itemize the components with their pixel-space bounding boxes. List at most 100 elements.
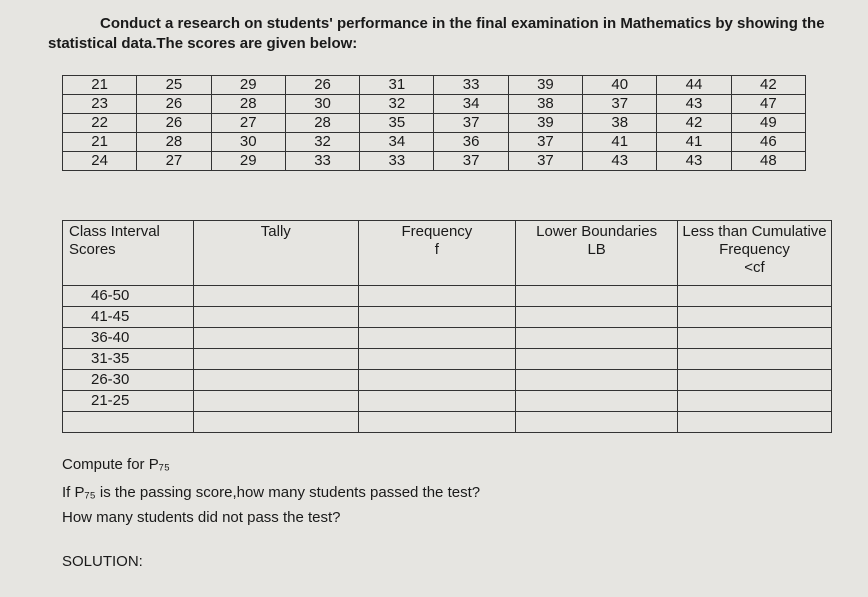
title: Conduct a research on students' performa…	[48, 15, 825, 52]
score-cell: 33	[284, 151, 361, 171]
score-cell: 25	[136, 75, 212, 95]
score-cell: 33	[433, 75, 509, 95]
score-cell: 32	[284, 132, 361, 152]
score-cell: 22	[61, 113, 138, 133]
score-cell: 24	[61, 151, 138, 171]
empty-cell	[193, 285, 359, 307]
interval-row: 46-50	[61, 285, 832, 307]
score-cell: 30	[284, 94, 361, 114]
score-cell: 38	[507, 94, 584, 114]
score-cell: 43	[656, 94, 732, 114]
class-interval: 31-35	[61, 348, 195, 370]
empty-cell	[357, 285, 517, 307]
column-header: Class Interval Scores	[61, 220, 195, 286]
empty-cell	[677, 348, 832, 370]
score-cell: 37	[433, 151, 509, 171]
score-cell: 40	[582, 75, 658, 95]
empty-cell	[193, 306, 359, 328]
empty-cell	[193, 411, 359, 433]
interval-row: 36-40	[61, 327, 832, 349]
question: Compute for P₇₅	[62, 456, 170, 473]
score-cell: 28	[136, 132, 212, 152]
empty-row	[61, 411, 832, 433]
score-cell: 37	[433, 113, 509, 133]
score-cell: 26	[136, 113, 212, 133]
score-cell: 48	[730, 151, 807, 171]
interval-row: 26-30	[61, 369, 832, 391]
score-cell: 37	[582, 94, 658, 114]
question: If P₇₅ is the passing score,how many stu…	[62, 484, 481, 501]
class-interval: 46-50	[61, 285, 195, 307]
empty-cell	[515, 369, 679, 391]
score-cell: 34	[359, 132, 435, 152]
score-cell: 41	[582, 132, 658, 152]
score-cell: 41	[656, 132, 732, 152]
score-cell: 26	[136, 94, 212, 114]
empty-cell	[515, 390, 679, 412]
empty-cell	[677, 306, 832, 328]
score-cell: 28	[210, 94, 286, 114]
score-cell: 49	[730, 113, 807, 133]
score-cell: 21	[61, 132, 138, 152]
column-header: Tally	[193, 220, 359, 286]
class-interval: 41-45	[61, 306, 195, 328]
header-line: Tally	[260, 223, 291, 240]
score-row: 23 26 28 30 32 34 38 37 43 47	[61, 94, 807, 114]
empty-cell	[515, 285, 679, 307]
empty-cell	[677, 411, 832, 433]
empty-cell	[515, 348, 679, 370]
score-cell: 28	[284, 113, 361, 133]
score-cell: 21	[61, 75, 138, 95]
empty-cell	[61, 411, 195, 433]
score-cell: 44	[656, 75, 732, 95]
header-line: Scores	[69, 241, 116, 258]
class-interval: 21-25	[61, 390, 195, 412]
column-header: Lower Boundaries LB	[515, 220, 679, 286]
score-cell: 35	[359, 113, 435, 133]
interval-row: 31-35	[61, 348, 832, 370]
header-line: Class Interval	[69, 223, 160, 240]
score-cell: 37	[507, 132, 584, 152]
score-cell: 32	[359, 94, 435, 114]
interval-row: 21-25	[61, 390, 832, 412]
score-cell: 47	[730, 94, 807, 114]
header-line: <cf	[744, 259, 765, 276]
empty-cell	[677, 369, 832, 391]
empty-cell	[193, 327, 359, 349]
score-cell: 31	[359, 75, 435, 95]
header-line: Less than Cumulative	[682, 223, 827, 240]
score-cell: 39	[507, 113, 584, 133]
score-cell: 39	[507, 75, 584, 95]
score-cell: 26	[284, 75, 361, 95]
empty-cell	[357, 327, 517, 349]
empty-cell	[357, 411, 517, 433]
empty-cell	[515, 411, 679, 433]
empty-cell	[193, 369, 359, 391]
score-row: 24 27 29 33 33 37 37 43 43 48	[61, 151, 807, 171]
empty-cell	[677, 285, 832, 307]
score-cell: 23	[61, 94, 138, 114]
frequency-table: Class Interval Scores Tally Frequency f Lower…	[61, 220, 832, 433]
header-line: LB	[587, 241, 606, 258]
empty-cell	[193, 348, 359, 370]
column-header: Frequency f	[357, 220, 517, 286]
header-line: Lower Boundaries	[536, 223, 658, 240]
header-line: Frequency	[401, 223, 473, 240]
score-cell: 34	[433, 94, 509, 114]
score-cell: 30	[210, 132, 286, 152]
header-line: Frequency	[719, 241, 790, 258]
empty-cell	[515, 327, 679, 349]
score-row: 21 28 30 32 34 36 37 41 41 46	[61, 132, 807, 152]
score-cell: 27	[210, 113, 286, 133]
class-interval: 36-40	[61, 327, 195, 349]
empty-cell	[357, 369, 517, 391]
empty-cell	[357, 306, 517, 328]
empty-cell	[677, 327, 832, 349]
empty-cell	[193, 390, 359, 412]
score-cell: 27	[136, 151, 212, 171]
scores-table: 21 25 29 26 31 33 39 40 44 42 23 26 28 30 32 34 38 37 43 47…	[61, 75, 807, 171]
score-cell: 33	[359, 151, 435, 171]
score-cell: 29	[210, 151, 286, 171]
class-interval: 26-30	[61, 369, 195, 391]
